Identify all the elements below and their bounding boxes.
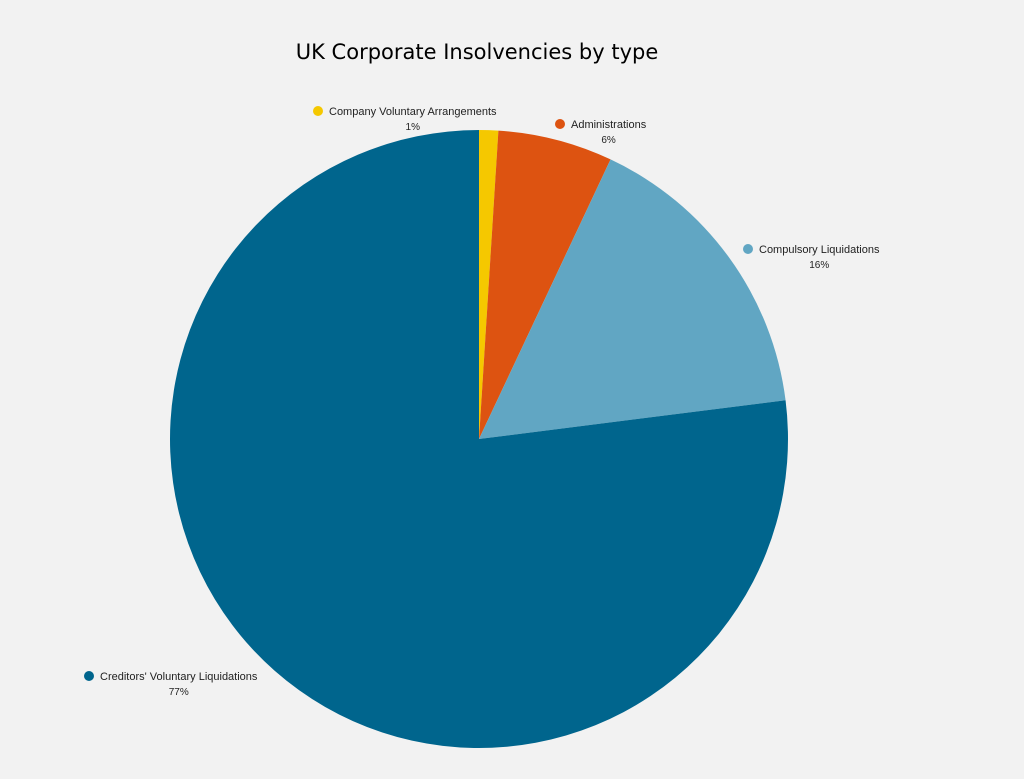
data-label-administrations: Administrations 6% (555, 119, 647, 146)
data-label-compulsory-liquidations: Compulsory Liquidations 16% (743, 244, 880, 271)
pie-slice-creditors-voluntary-liquidations (170, 130, 788, 748)
slice-label-name: Compulsory Liquidations (759, 244, 880, 256)
pie-slice-compulsory-liquidations (479, 159, 786, 439)
legend-marker-creditors-voluntary-liquidations (84, 671, 94, 681)
slice-label-name: Administrations (571, 119, 647, 131)
chart-title: UK Corporate Insolvencies by type (295, 40, 659, 64)
slice-label-name: Company Voluntary Arrangements (329, 106, 497, 118)
data-label-company-voluntary-arrangements: Company Voluntary Arrangements 1% (313, 106, 497, 133)
data-label-creditors-voluntary-liquidations: Creditors' Voluntary Liquidations 77% (84, 671, 258, 698)
legend-marker-administrations (555, 119, 565, 129)
slice-label-value: 6% (601, 135, 616, 146)
legend-marker-company-voluntary-arrangements (313, 106, 323, 116)
slice-label-value: 77% (169, 687, 189, 698)
slice-label-name: Creditors' Voluntary Liquidations (100, 671, 258, 683)
pie-slice-company-voluntary-arrangements (479, 130, 499, 439)
slice-label-value: 16% (809, 260, 829, 271)
slice-label-value: 1% (406, 122, 421, 133)
legend-marker-compulsory-liquidations (743, 244, 753, 254)
pie-slice-administrations (479, 130, 611, 439)
